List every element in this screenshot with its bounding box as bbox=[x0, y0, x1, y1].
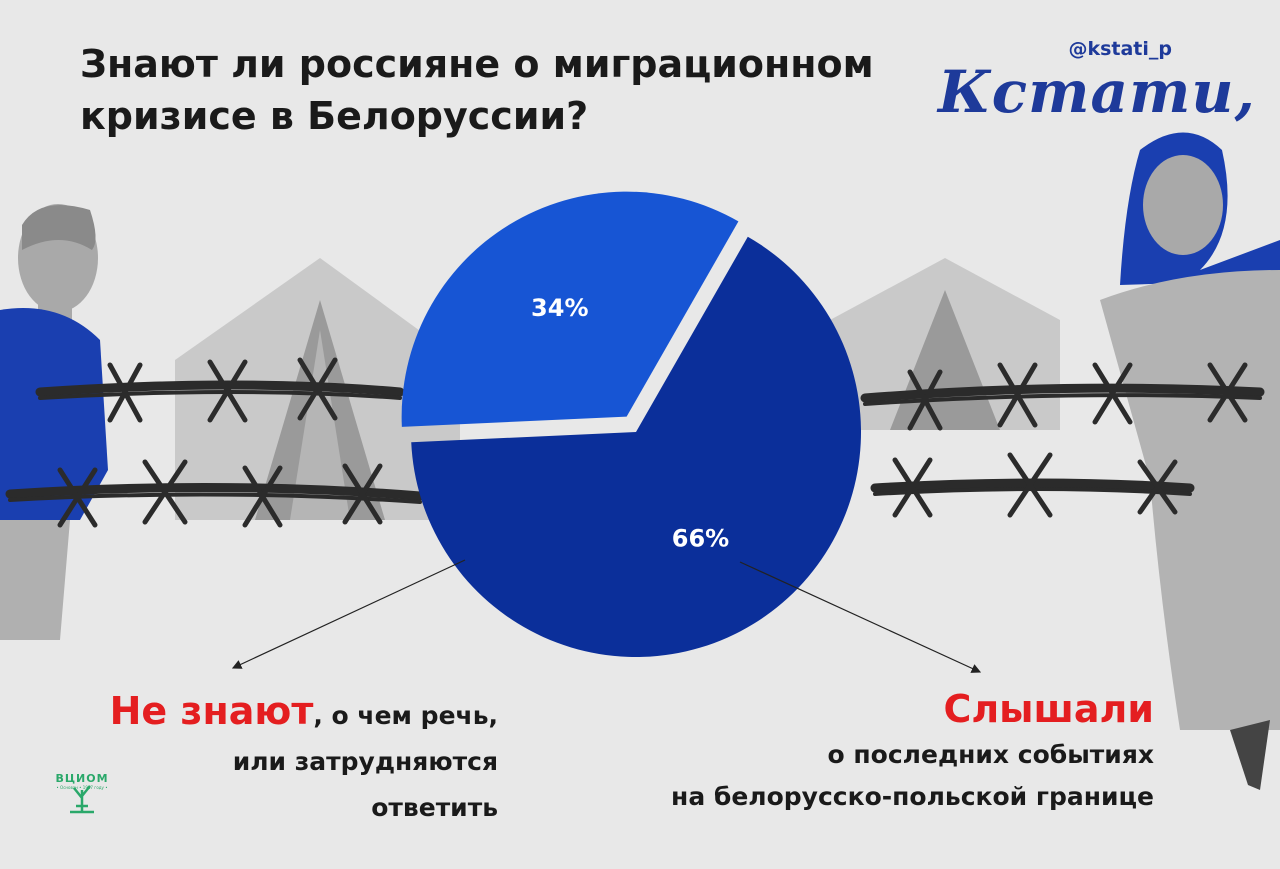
label-heard-accent: Слышали bbox=[943, 687, 1154, 731]
vciom-logo-since: • Основан • 1987 году • bbox=[56, 785, 108, 790]
label-dont-know-line1: , о чем речь, bbox=[313, 701, 498, 730]
label-heard-line2: на белорусско-польской границе bbox=[671, 782, 1154, 811]
barbed-wire-illustration bbox=[5, 357, 1265, 528]
vciom-logo-name: ВЦИОМ bbox=[55, 772, 109, 785]
label-dont-know: Не знают, о чем речь, или затрудняются о… bbox=[60, 688, 498, 831]
social-handle: @kstati_p bbox=[1068, 38, 1172, 60]
vciom-logo: ВЦИОМ • Основан • 1987 году • bbox=[40, 772, 124, 790]
pie-slice-heard bbox=[411, 236, 861, 657]
label-heard: Слышали о последних событиях на белорусс… bbox=[554, 684, 1154, 818]
boy-illustration bbox=[0, 204, 108, 640]
vciom-tree-icon bbox=[70, 785, 94, 814]
pie-chart: 34% 66% bbox=[401, 191, 861, 657]
pie-label-heard: 66% bbox=[672, 525, 729, 553]
pointer-arrow-right bbox=[739, 561, 982, 673]
label-heard-line1: о последних событиях bbox=[827, 740, 1154, 769]
label-dont-know-line3: ответить bbox=[371, 793, 498, 822]
page-title: Знают ли россияне о миграционном кризисе… bbox=[80, 42, 874, 138]
label-dont-know-line2: или затрудняются bbox=[232, 747, 498, 776]
brand-logo: Кстати, bbox=[938, 58, 1256, 126]
pointer-arrow-left bbox=[231, 559, 466, 669]
label-dont-know-accent: Не знают bbox=[109, 689, 314, 733]
pie-label-dont-know: 34% bbox=[531, 294, 588, 322]
pie-slice-dont-know bbox=[401, 191, 739, 427]
